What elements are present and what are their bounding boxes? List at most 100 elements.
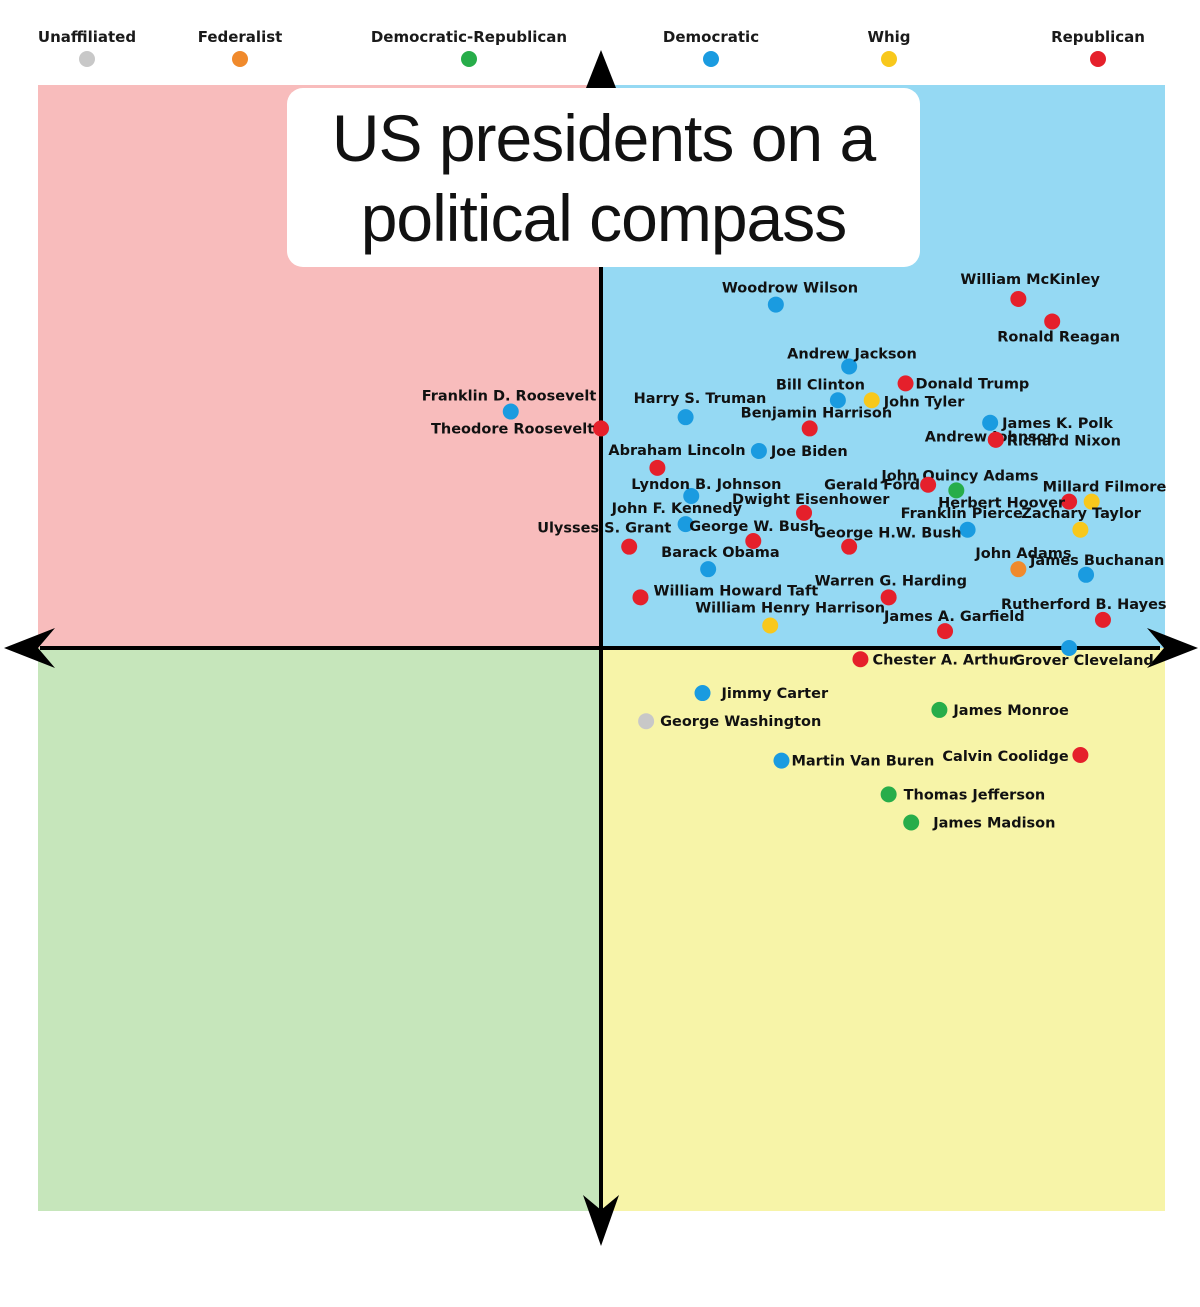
point-ronald-reagan: Ronald Reagan xyxy=(997,313,1120,345)
legend-label: Whig xyxy=(867,28,910,46)
point-marker xyxy=(852,651,869,668)
axes xyxy=(4,50,1198,1246)
legend-item-democratic: Democratic xyxy=(663,28,759,67)
legend-swatch xyxy=(1090,51,1106,67)
point-ulysses-s-grant: Ulysses S. Grant xyxy=(537,521,671,555)
arrow-left-icon xyxy=(4,628,55,668)
point-label: James Monroe xyxy=(952,703,1069,719)
point-theodore-roosevelt: Theodore Roosevelt xyxy=(431,420,609,437)
point-john-f-kennedy: John F. Kennedy xyxy=(611,501,743,533)
point-label: James Madison xyxy=(932,816,1055,832)
point-label: Woodrow Wilson xyxy=(722,281,858,297)
point-label: John Adams xyxy=(974,546,1071,562)
point-label: Gerald Ford xyxy=(824,478,920,494)
point-label: James K. Polk xyxy=(1001,416,1113,432)
legend-item-unaffiliated: Unaffiliated xyxy=(38,28,136,67)
point-label: James A. Garfield xyxy=(883,609,1025,625)
point-marker xyxy=(762,617,779,634)
point-marker xyxy=(1072,746,1089,763)
legend-swatch xyxy=(881,51,897,67)
legend-item-republican: Republican xyxy=(1051,28,1145,67)
point-label: Jimmy Carter xyxy=(721,686,829,702)
point-william-mckinley: William McKinley xyxy=(960,272,1101,307)
point-marker xyxy=(937,623,954,640)
point-label: John Quincy Adams xyxy=(880,468,1038,484)
point-donald-trump: Donald Trump xyxy=(897,375,1030,392)
point-marker xyxy=(897,375,914,392)
point-zachary-taylor: Zachary Taylor xyxy=(1021,506,1142,538)
point-marker xyxy=(931,701,948,718)
point-martin-van-buren: Martin Van Buren xyxy=(773,752,934,770)
point-label: William McKinley xyxy=(960,272,1100,288)
point-label: Joe Biden xyxy=(770,444,848,460)
legend-label: Democratic xyxy=(663,28,759,46)
chart-title: US presidents on a political compass xyxy=(331,100,876,255)
legend-item-whig: Whig xyxy=(867,28,911,67)
arrow-right-icon xyxy=(1147,628,1198,668)
point-label: Benjamin Harrison xyxy=(741,405,893,421)
point-marker xyxy=(841,538,858,555)
point-lyndon-b-johnson: Lyndon B. Johnson xyxy=(631,477,782,504)
point-george-w-bush: George W. Bush xyxy=(689,519,819,550)
data-points: Woodrow Wilson William McKinley Ronald Rea… xyxy=(422,272,1167,832)
point-label: Harry S. Truman xyxy=(634,391,767,407)
point-label: William Henry Harrison xyxy=(695,600,885,616)
point-marker xyxy=(773,752,790,769)
point-marker xyxy=(677,409,694,426)
point-marker xyxy=(982,414,999,431)
point-thomas-jefferson: Thomas Jefferson xyxy=(880,786,1045,803)
point-marker xyxy=(948,482,965,499)
point-marker xyxy=(750,442,767,459)
point-marker xyxy=(801,420,818,437)
point-label: Donald Trump xyxy=(916,376,1030,392)
point-chester-a-arthur: Chester A. Arthur xyxy=(852,651,1017,668)
point-label: Chester A. Arthur xyxy=(872,652,1016,668)
point-calvin-coolidge: Calvin Coolidge xyxy=(942,746,1089,765)
point-marker xyxy=(880,589,897,606)
point-george-h-w-bush: George H.W. Bush xyxy=(814,526,962,555)
point-jimmy-carter: Jimmy Carter xyxy=(694,685,829,702)
point-label: Millard Filmore xyxy=(1043,480,1167,496)
title-box: US presidents on a political compass xyxy=(287,88,920,267)
point-label: Andrew Jackson xyxy=(787,347,917,363)
point-marker xyxy=(880,786,897,803)
point-label: George Washington xyxy=(660,714,821,730)
point-label: Dwight Eisenhower xyxy=(732,492,890,508)
point-marker xyxy=(1061,493,1078,510)
point-marker xyxy=(1044,313,1061,330)
point-marker xyxy=(863,392,880,409)
point-label: Barack Obama xyxy=(661,545,779,561)
point-grover-cleveland: Grover Cleveland xyxy=(1013,640,1154,669)
point-marker xyxy=(829,392,846,409)
point-james-monroe: James Monroe xyxy=(931,701,1069,719)
arrow-up-icon xyxy=(586,50,616,88)
point-label: Zachary Taylor xyxy=(1021,506,1141,522)
point-marker xyxy=(700,561,717,578)
point-marker xyxy=(677,516,694,533)
arrow-down-icon xyxy=(583,1195,619,1246)
point-label: Richard Nixon xyxy=(1007,434,1121,450)
legend-swatch xyxy=(79,51,95,67)
point-label: Martin Van Buren xyxy=(791,754,934,770)
point-marker xyxy=(987,431,1004,448)
point-marker xyxy=(903,814,920,831)
point-dwight-eisenhower: Dwight Eisenhower xyxy=(732,492,890,521)
point-marker xyxy=(632,589,649,606)
point-james-buchanan: James Buchanan xyxy=(1029,553,1164,583)
point-marker xyxy=(683,487,700,504)
point-label: George W. Bush xyxy=(689,519,819,535)
point-label: Grover Cleveland xyxy=(1013,653,1154,669)
point-marker xyxy=(920,476,937,493)
point-label: Herbert Hoover xyxy=(938,496,1066,512)
point-warren-g-harding: Warren G. Harding xyxy=(815,573,967,606)
point-gerald-ford: Gerald Ford xyxy=(824,476,937,494)
point-bill-clinton: Bill Clinton xyxy=(776,377,865,409)
point-label: James Buchanan xyxy=(1029,553,1164,569)
point-franklin-pierce: Franklin Pierce xyxy=(901,506,1023,538)
point-label: Ulysses S. Grant xyxy=(537,521,671,537)
point-marker xyxy=(745,533,762,550)
point-label: Bill Clinton xyxy=(776,377,865,393)
point-label: Lyndon B. Johnson xyxy=(631,477,781,493)
point-label: Calvin Coolidge xyxy=(942,749,1068,765)
point-joe-biden: Joe Biden xyxy=(750,442,848,460)
